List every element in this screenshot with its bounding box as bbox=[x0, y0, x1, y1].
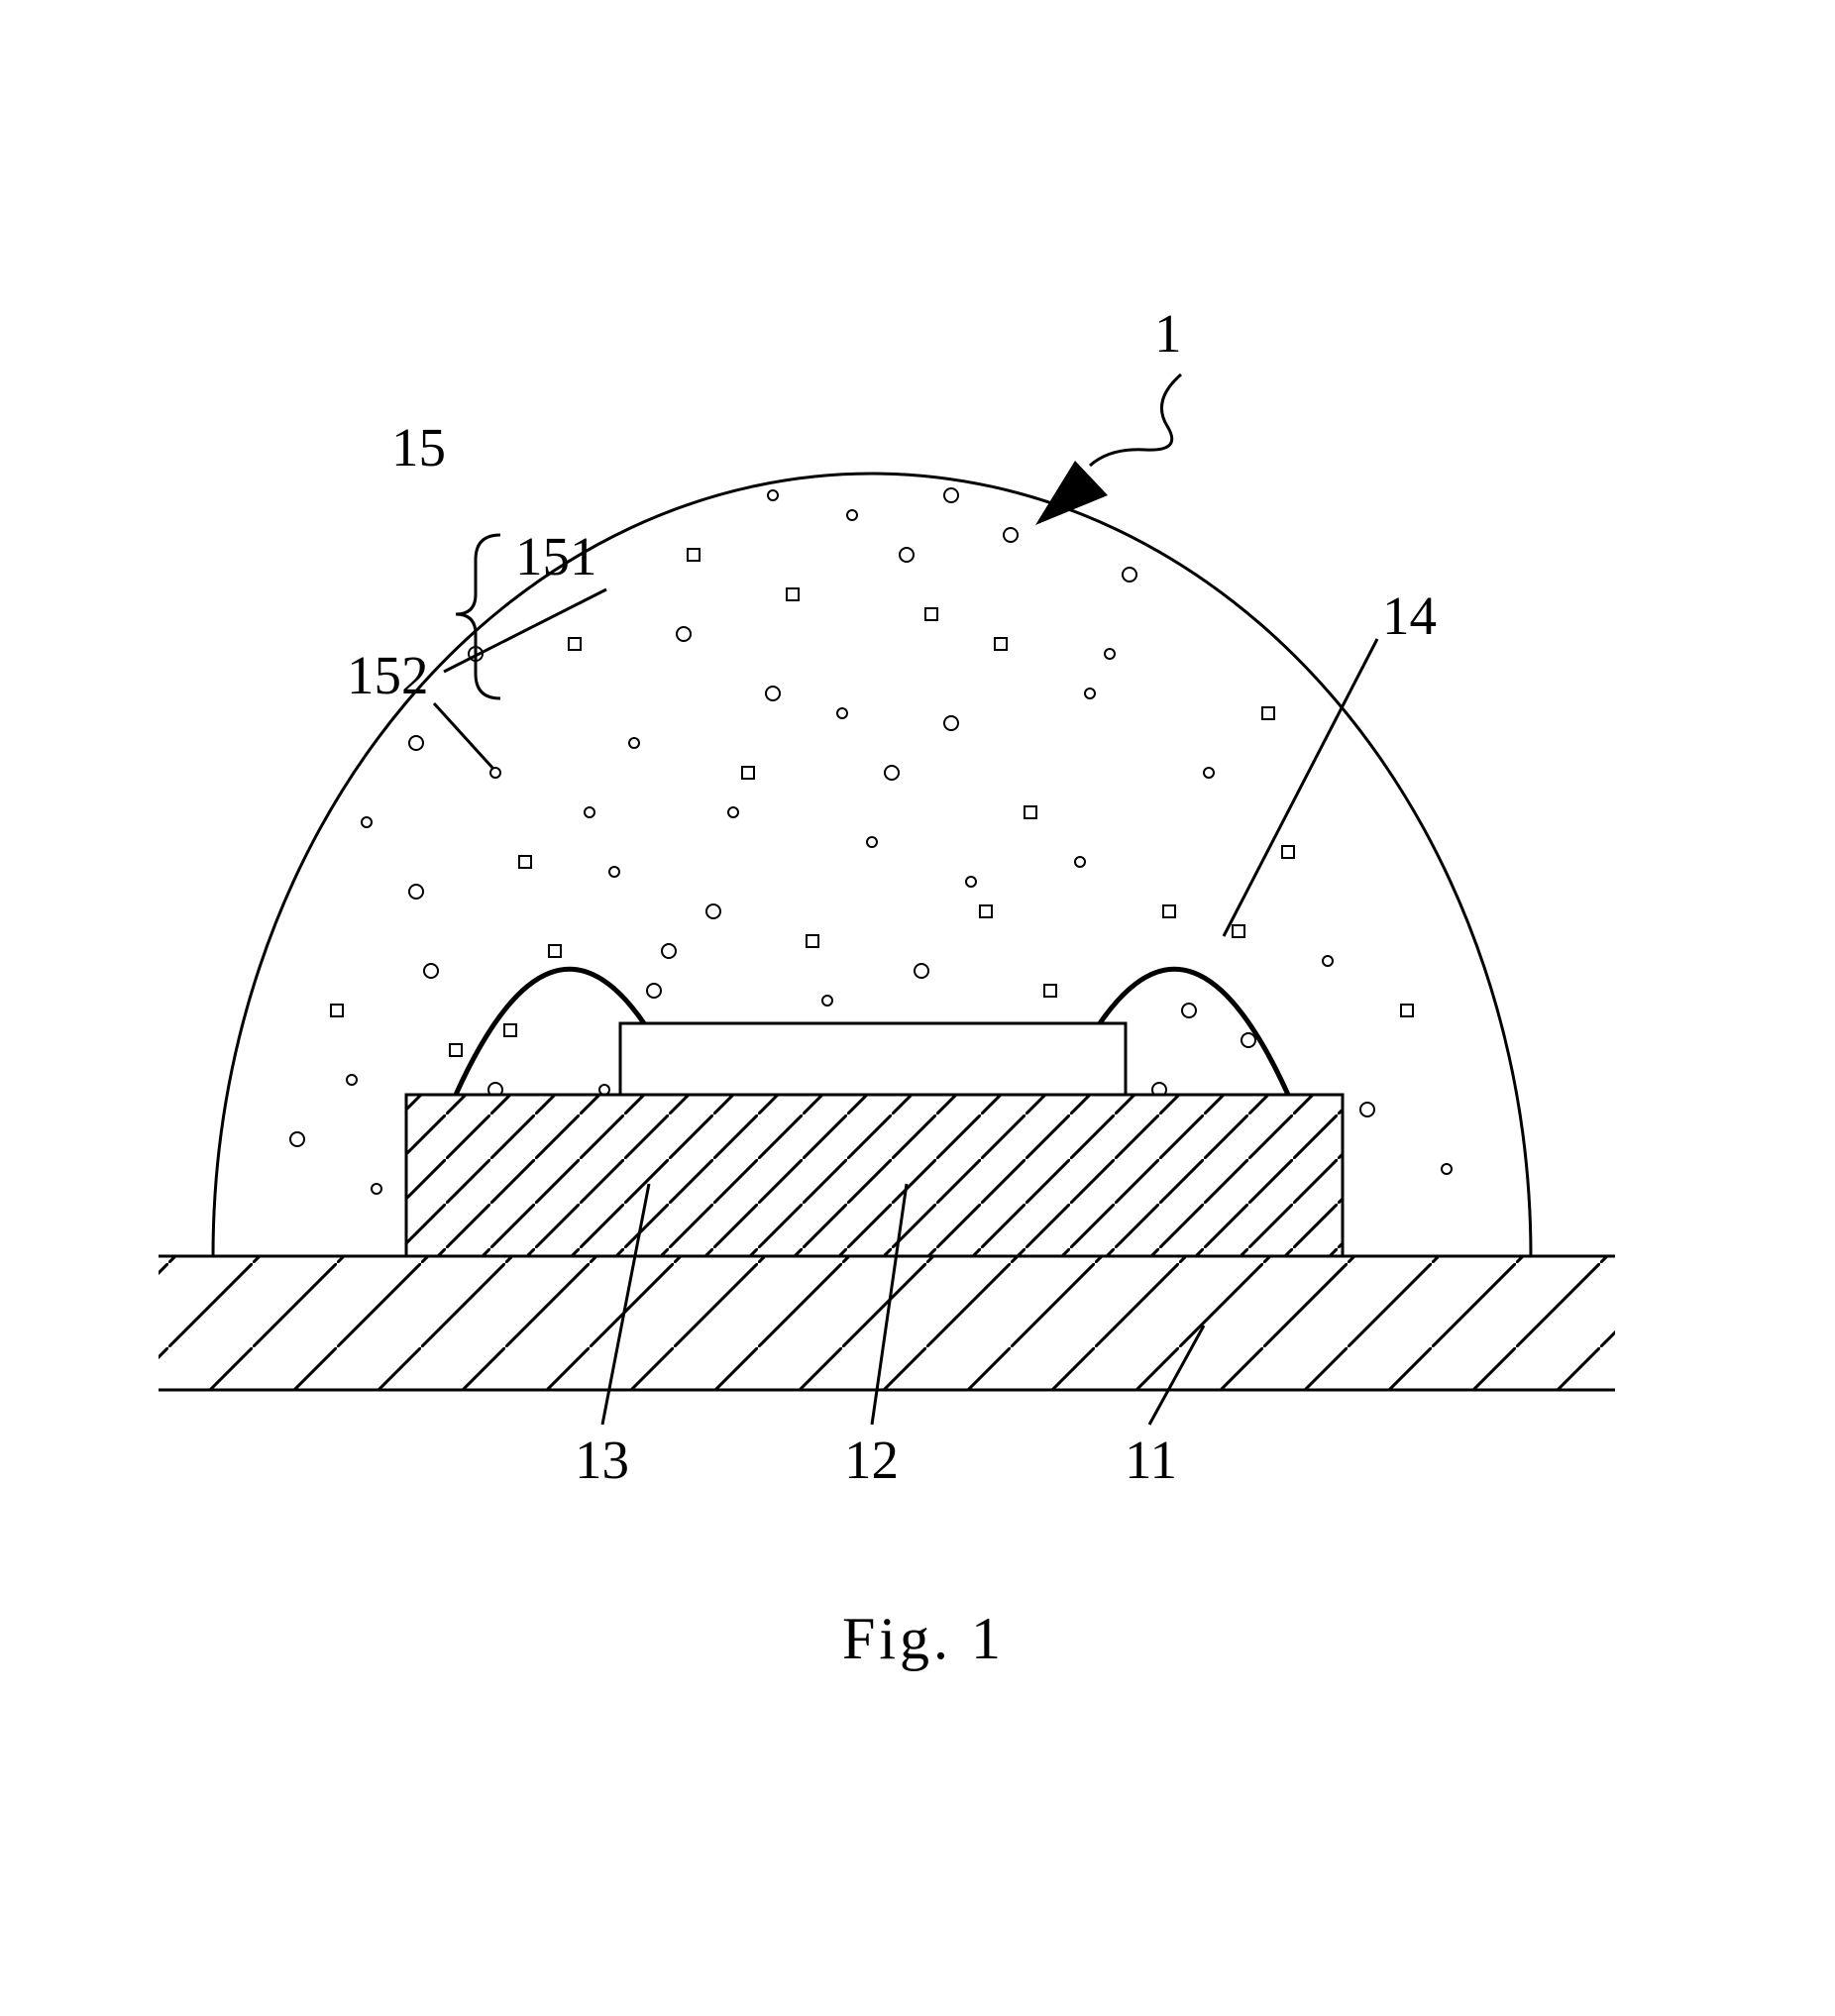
die-pad bbox=[406, 1095, 1343, 1256]
label-14: 14 bbox=[1382, 584, 1437, 647]
label-12: 12 bbox=[844, 1429, 899, 1491]
assembly-arrow bbox=[1035, 374, 1181, 525]
label-152: 152 bbox=[347, 644, 429, 706]
chip bbox=[620, 1023, 1126, 1095]
label-13: 13 bbox=[575, 1429, 629, 1491]
figure-caption: Fig. 1 bbox=[842, 1605, 1005, 1673]
label-15: 15 bbox=[391, 416, 446, 478]
diagram-svg bbox=[0, 0, 1835, 2016]
label-11: 11 bbox=[1125, 1429, 1177, 1491]
label-151: 151 bbox=[515, 525, 597, 587]
label-1: 1 bbox=[1154, 302, 1182, 365]
